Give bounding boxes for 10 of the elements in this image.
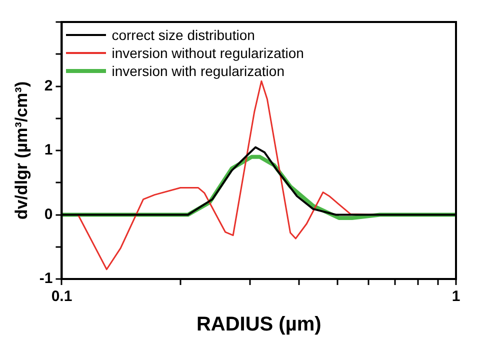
y-tick-label: -1 [39,270,53,288]
x-tick-label: 0.1 [51,288,72,306]
y-axis-title: dv/dlgr (µm³/cm³) [12,81,31,220]
legend-label: inversion without regularization [112,44,304,62]
y-tick-label: 1 [44,142,53,159]
legend-label: inversion with regularization [112,62,284,80]
y-tick-label: 2 [44,77,53,94]
x-axis-title: RADIUS (µm) [196,314,322,336]
y-tick-label: 0 [44,206,53,223]
legend-label: correct size distribution [112,26,255,44]
